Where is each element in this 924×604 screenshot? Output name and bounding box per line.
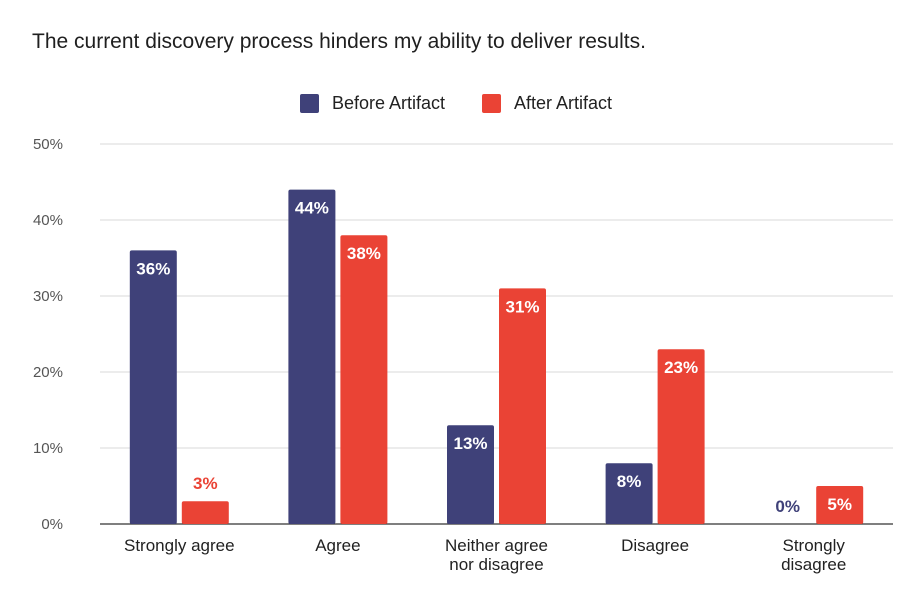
legend-swatch-before [300,94,319,113]
x-category-label: Strongly agree [124,536,235,555]
x-category-label: disagree [781,555,846,574]
y-tick-label: 40% [33,212,63,229]
data-label: 23% [664,358,698,377]
bar-after [181,501,229,524]
data-label: 38% [347,244,381,263]
chart-title: The current discovery process hinders my… [32,30,646,53]
x-category-label: nor disagree [449,555,544,574]
data-label: 31% [505,297,539,316]
legend-item-after[interactable]: After Artifact [482,93,612,114]
x-category-label: Disagree [621,536,689,555]
bar-after [499,288,546,524]
data-label: 36% [136,259,170,278]
x-category-label: Agree [315,536,360,555]
bar-after [340,235,388,524]
y-tick-label: 0% [41,516,63,533]
x-category-label: Strongly [783,536,846,555]
x-category-label: Neither agree [445,536,548,555]
chart-legend: Before Artifact After Artifact [0,93,924,117]
data-label: 0% [775,497,800,516]
data-label: 5% [827,495,852,514]
y-tick-label: 50% [33,136,63,153]
bar-before [129,250,177,524]
y-tick-label: 30% [33,288,63,305]
bar-after [816,486,864,524]
data-label: 13% [453,434,487,453]
y-tick-label: 20% [33,364,63,381]
data-label: 44% [295,199,329,218]
bar-before [605,463,653,524]
y-tick-label: 10% [33,440,63,457]
data-label: 3% [193,474,218,493]
legend-item-before[interactable]: Before Artifact [300,93,445,114]
legend-label-after: After Artifact [514,93,613,113]
bar-before [447,425,494,524]
legend-label-before: Before Artifact [332,93,446,113]
data-label: 8% [617,472,642,491]
bar-after [657,349,705,524]
bar-before [288,189,336,524]
legend-swatch-after [482,94,501,113]
